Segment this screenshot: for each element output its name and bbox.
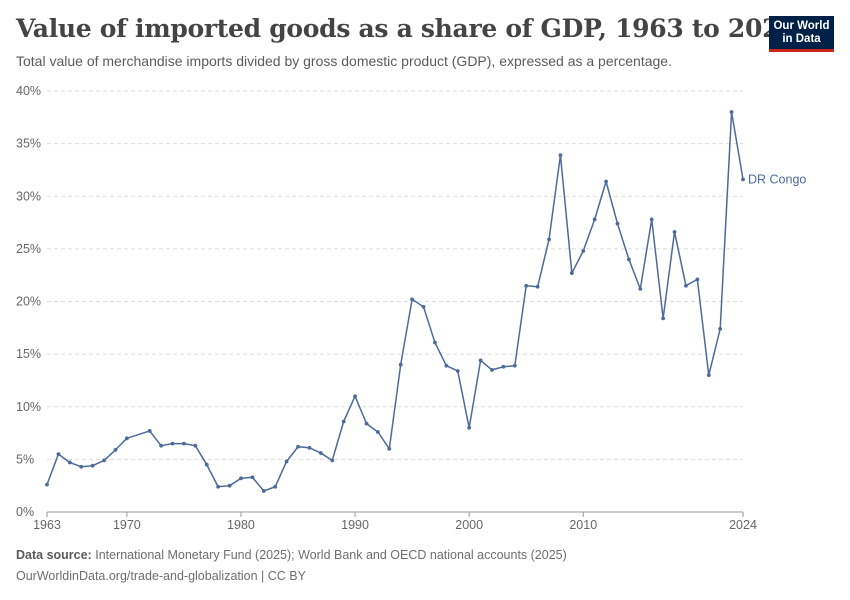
- data-point[interactable]: [204, 462, 209, 467]
- data-point[interactable]: [159, 443, 163, 448]
- data-point[interactable]: [535, 284, 540, 289]
- data-source-text: International Monetary Fund (2025); Worl…: [95, 548, 567, 562]
- data-point[interactable]: [410, 297, 415, 302]
- data-point[interactable]: [170, 441, 175, 446]
- data-point[interactable]: [638, 286, 643, 291]
- data-point[interactable]: [695, 277, 700, 282]
- data-point[interactable]: [592, 217, 597, 222]
- data-point[interactable]: [684, 283, 688, 288]
- series-label[interactable]: DR Congo: [748, 172, 806, 186]
- data-point[interactable]: [649, 217, 654, 222]
- data-point[interactable]: [227, 483, 232, 488]
- x-tick-label: 1963: [33, 518, 61, 532]
- data-point[interactable]: [375, 430, 380, 434]
- data-point[interactable]: [558, 153, 563, 158]
- data-point[interactable]: [512, 363, 517, 368]
- data-point[interactable]: [296, 444, 300, 449]
- logo-line-1: Our World: [773, 20, 830, 32]
- chart-title: Value of imported goods as a share of GD…: [16, 14, 797, 43]
- x-tick-label: 1980: [227, 518, 255, 532]
- gridlines: [47, 90, 743, 460]
- x-tick-label: 2010: [569, 518, 597, 532]
- data-point[interactable]: [113, 448, 118, 452]
- data-point[interactable]: [330, 458, 335, 463]
- data-point[interactable]: [250, 475, 255, 480]
- data-point[interactable]: [67, 460, 72, 465]
- x-tick-label: 2024: [729, 518, 757, 532]
- x-tick-label: 2000: [455, 518, 483, 532]
- y-tick-label: 5%: [16, 452, 34, 466]
- data-point[interactable]: [124, 436, 129, 441]
- data-point[interactable]: [501, 364, 506, 369]
- data-point[interactable]: [741, 177, 745, 182]
- data-point[interactable]: [273, 484, 278, 489]
- data-point[interactable]: [672, 230, 677, 234]
- data-point[interactable]: [364, 421, 369, 426]
- data-point[interactable]: [182, 441, 186, 446]
- data-point[interactable]: [56, 452, 61, 457]
- data-point[interactable]: [478, 358, 483, 363]
- logo-line-2: in Data: [782, 33, 821, 45]
- y-tick-label: 0%: [16, 505, 34, 519]
- data-point[interactable]: [353, 394, 357, 399]
- data-point[interactable]: [661, 316, 666, 321]
- data-point[interactable]: [307, 445, 312, 450]
- data-point[interactable]: [102, 458, 106, 463]
- data-point[interactable]: [284, 459, 289, 464]
- x-axis: 1963 1970 1980 1990 2000 2010 2024: [33, 511, 757, 532]
- y-tick-label: 35%: [16, 137, 41, 151]
- data-point[interactable]: [341, 419, 346, 424]
- y-tick-label: 40%: [16, 84, 41, 98]
- data-point[interactable]: [467, 425, 472, 430]
- x-tick-label: 1970: [113, 518, 141, 532]
- chart-subtitle: Total value of merchandise imports divid…: [16, 53, 672, 69]
- data-point[interactable]: [455, 369, 460, 373]
- data-point[interactable]: [615, 221, 620, 226]
- data-point[interactable]: [79, 464, 84, 469]
- data-point[interactable]: [490, 368, 494, 372]
- data-point[interactable]: [147, 429, 152, 433]
- data-point[interactable]: [627, 257, 631, 262]
- data-point[interactable]: [318, 451, 323, 455]
- y-tick-label: 10%: [16, 400, 41, 414]
- x-tick-label: 1990: [341, 518, 369, 532]
- data-point[interactable]: [581, 249, 586, 253]
- data-source: Data source: International Monetary Fund…: [16, 548, 567, 562]
- data-point[interactable]: [90, 463, 95, 468]
- data-point[interactable]: [569, 271, 574, 275]
- data-point[interactable]: [604, 179, 608, 184]
- y-tick-label: 30%: [16, 189, 41, 203]
- data-point[interactable]: [729, 110, 734, 114]
- y-tick-label: 15%: [16, 347, 41, 361]
- data-point[interactable]: [398, 362, 403, 367]
- data-point[interactable]: [706, 373, 711, 378]
- y-axis-ticks: 0% 5% 10% 15% 20% 25% 30% 35% 40%: [16, 84, 41, 519]
- source-url[interactable]: OurWorldinData.org/trade-and-globalizati…: [16, 569, 306, 583]
- data-point[interactable]: [444, 363, 449, 368]
- data-point[interactable]: [45, 482, 49, 487]
- data-point[interactable]: [193, 443, 198, 448]
- data-point[interactable]: [547, 237, 551, 242]
- data-point[interactable]: [239, 476, 243, 481]
- data-point[interactable]: [216, 484, 221, 489]
- series-group: DR Congo: [45, 110, 806, 493]
- data-point[interactable]: [261, 489, 266, 493]
- y-tick-label: 25%: [16, 242, 41, 256]
- y-tick-label: 20%: [16, 295, 41, 309]
- data-point[interactable]: [718, 326, 723, 331]
- data-point[interactable]: [433, 340, 437, 345]
- data-point[interactable]: [421, 304, 426, 309]
- owid-logo[interactable]: Our World in Data: [769, 16, 834, 52]
- data-point[interactable]: [387, 446, 392, 451]
- data-point[interactable]: [524, 283, 529, 288]
- data-source-label: Data source:: [16, 548, 92, 562]
